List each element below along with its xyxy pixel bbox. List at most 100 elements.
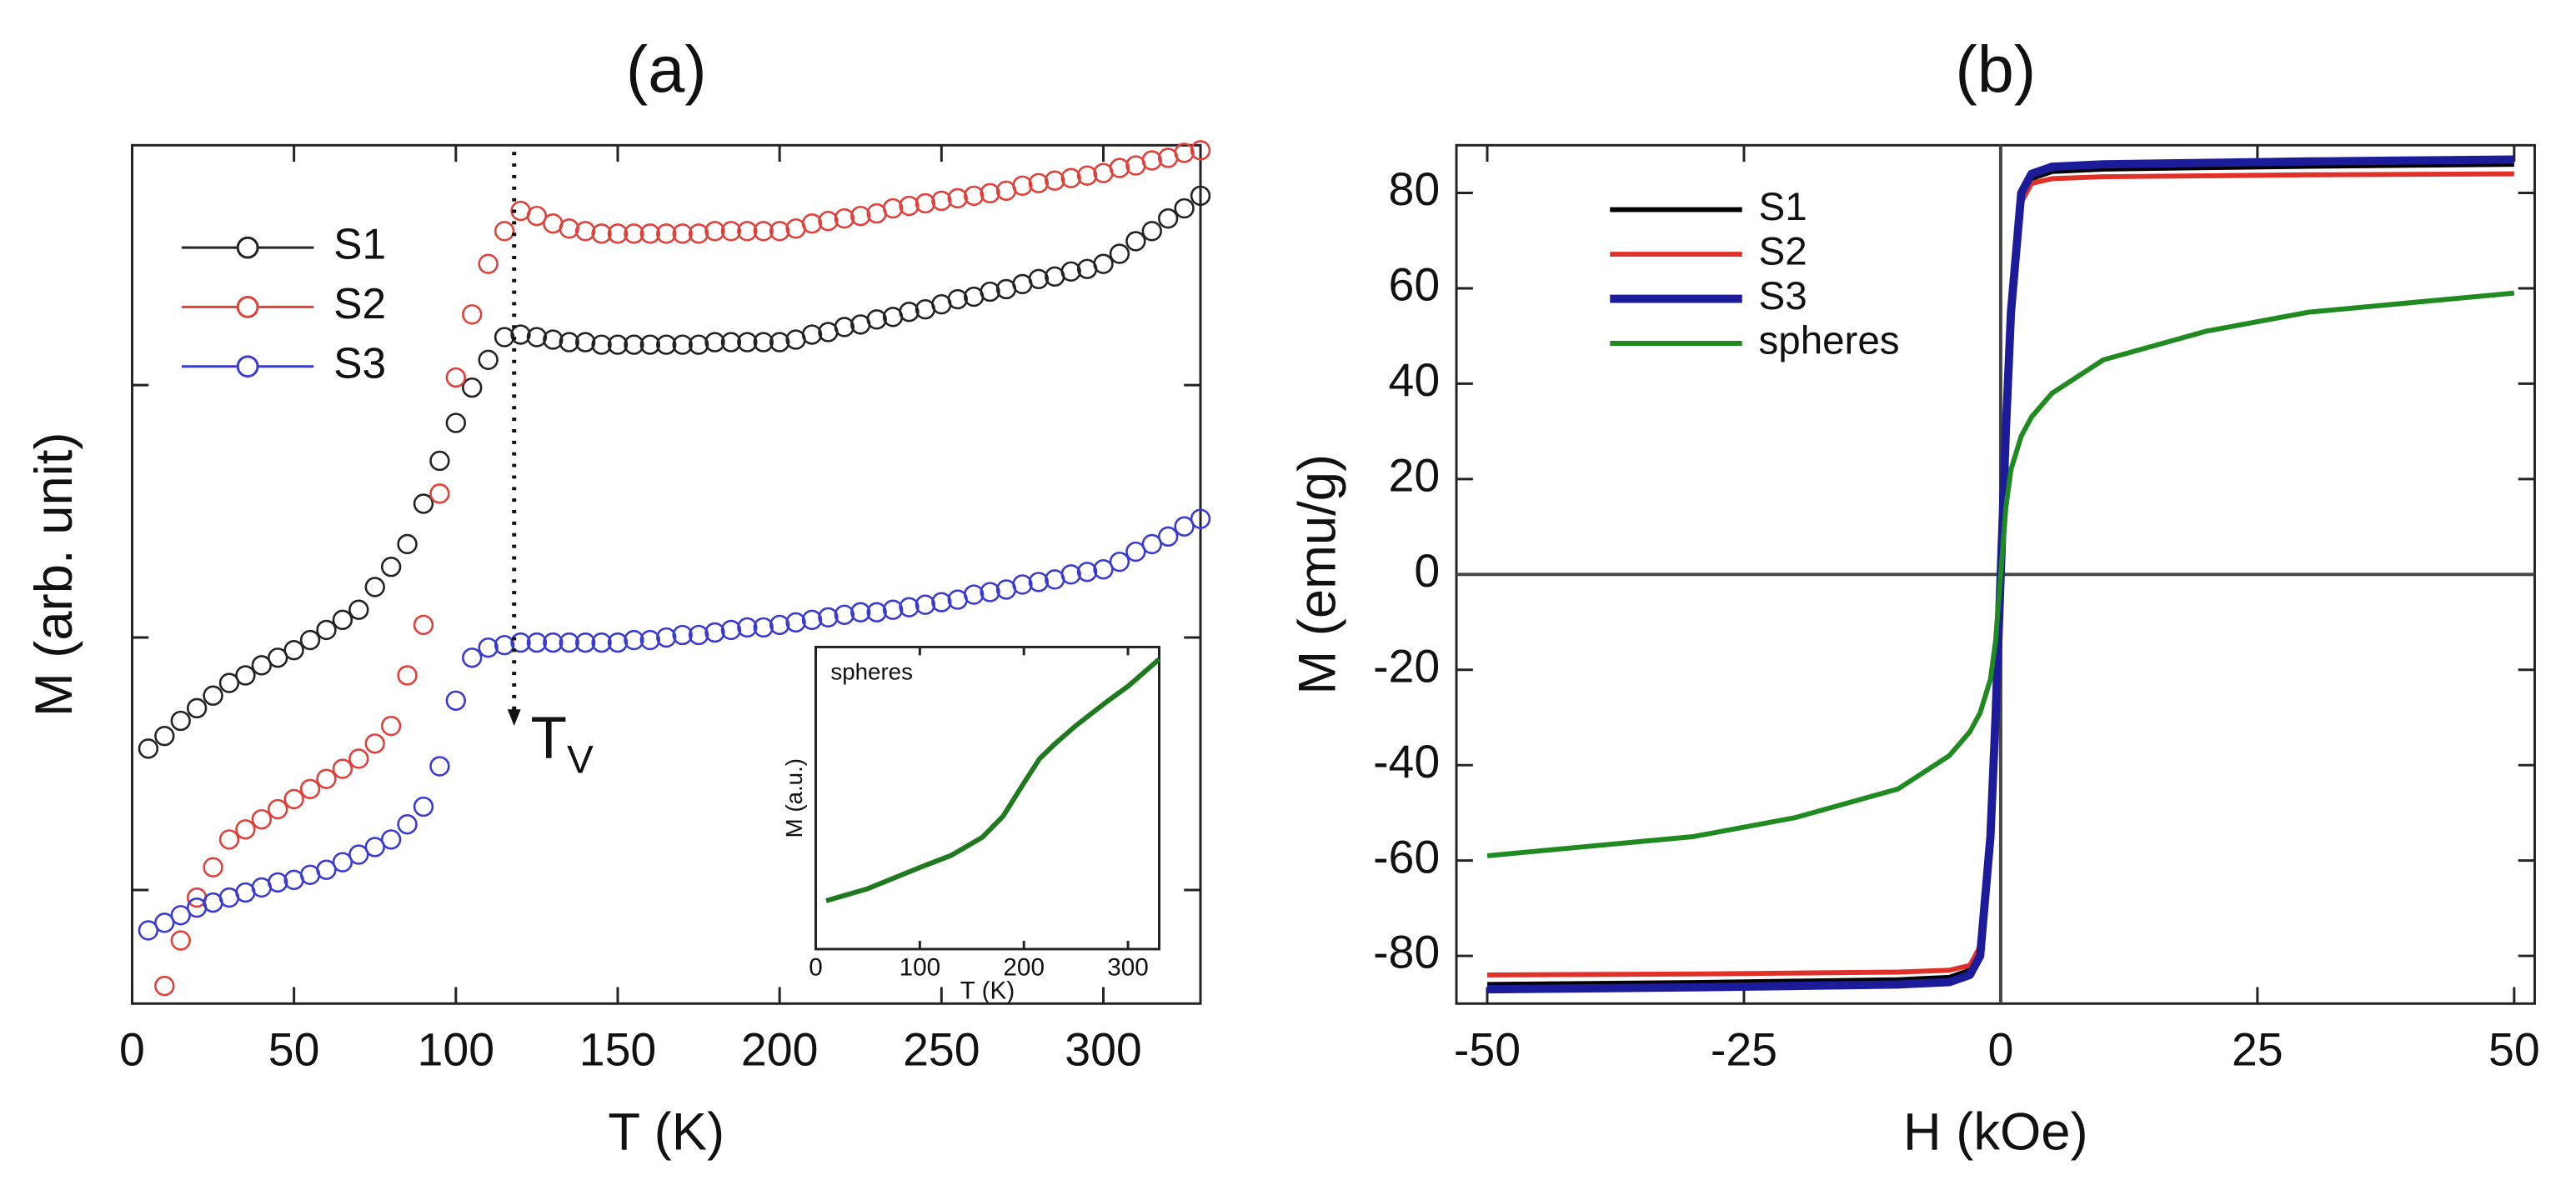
data-point: [1028, 172, 1050, 193]
data-point: [283, 639, 304, 661]
legend-marker: [236, 355, 259, 378]
annotation-symbol: T: [531, 705, 568, 772]
data-point: [478, 637, 499, 658]
data-point: [154, 975, 175, 997]
data-point: [316, 859, 337, 880]
data-point: [834, 208, 855, 229]
data-point: [186, 698, 208, 719]
data-point: [769, 332, 790, 352]
legend-label: S1: [333, 220, 386, 268]
data-point: [364, 733, 385, 754]
data-point: [737, 332, 758, 352]
data-point: [720, 332, 742, 352]
data-point: [348, 844, 369, 865]
data-point: [818, 607, 839, 628]
data-point: [445, 690, 467, 711]
data-point: [574, 221, 596, 242]
y-tick-label: 20: [1389, 450, 1441, 502]
data-point: [543, 632, 564, 653]
data-point: [607, 632, 629, 653]
data-point: [170, 930, 191, 951]
data-point: [364, 837, 385, 858]
data-point: [380, 557, 402, 578]
data-point: [737, 221, 758, 242]
data-point: [429, 450, 450, 472]
data-point: [720, 619, 742, 641]
data-point: [591, 632, 612, 653]
data-point: [607, 223, 629, 244]
data-point: [218, 672, 240, 693]
x-tick-label: 150: [579, 1023, 657, 1075]
x-tick-label: 50: [268, 1023, 320, 1075]
data-point: [1190, 185, 1211, 207]
annotation-text: TV: [531, 705, 594, 782]
data-point: [591, 223, 612, 244]
data-point: [203, 685, 223, 706]
data-point: [462, 304, 483, 325]
plot-frame: [814, 645, 1160, 951]
data-point: [639, 629, 661, 651]
data-point: [332, 609, 353, 631]
data-point: [218, 829, 240, 850]
x-tick-label: 0: [1987, 1023, 2013, 1075]
annotation-arrow: [507, 709, 521, 727]
data-point: [769, 614, 790, 636]
y-tick-label: -20: [1373, 640, 1440, 692]
data-point: [801, 213, 823, 234]
data-point: [688, 624, 709, 646]
data-point: [526, 327, 548, 348]
data-point: [656, 223, 677, 244]
data-point: [1012, 175, 1033, 196]
data-point: [574, 332, 596, 352]
legend-marker: [236, 236, 259, 259]
data-point: [769, 221, 790, 242]
data-point: [704, 622, 725, 643]
data-point: [559, 218, 579, 239]
data-point: [445, 412, 467, 433]
data-point: [1012, 574, 1033, 595]
data-point: [834, 604, 855, 625]
data-point: [850, 602, 871, 622]
data-point: [299, 778, 321, 799]
x-tick-label: 300: [1065, 1023, 1142, 1075]
inset-label: spheres: [830, 658, 913, 684]
data-point: [1158, 526, 1179, 548]
data-point: [1174, 198, 1195, 219]
x-axis-label: H (kOe): [1903, 1103, 2088, 1162]
y-axis-label: M (a.u.): [781, 758, 807, 838]
data-point: [510, 324, 531, 345]
data-point: [704, 332, 725, 352]
data-point: [170, 710, 191, 732]
data-point: [478, 349, 499, 370]
x-tick-label: 25: [2232, 1023, 2283, 1075]
y-tick-label: -80: [1373, 927, 1440, 978]
y-tick-label: 60: [1389, 259, 1441, 311]
data-point: [818, 211, 839, 232]
x-axis-label: T (K): [960, 977, 1015, 1004]
data-point: [445, 367, 467, 388]
data-point: [203, 857, 223, 878]
data-point: [429, 483, 450, 504]
data-point: [980, 182, 1000, 204]
data-point: [494, 634, 515, 656]
data-point: [1141, 150, 1162, 171]
data-point: [299, 629, 321, 651]
data-point: [882, 599, 904, 620]
data-point: [1190, 508, 1211, 529]
x-tick-label: 100: [900, 954, 941, 982]
data-point: [510, 632, 531, 653]
data-point: [591, 334, 612, 355]
data-point: [672, 223, 693, 244]
data-point: [866, 309, 887, 330]
data-point: [316, 768, 337, 789]
x-tick-label: 0: [119, 1023, 145, 1075]
data-point: [915, 192, 936, 214]
data-point: [332, 852, 353, 872]
data-line: [825, 657, 1161, 903]
data-point: [1158, 208, 1179, 229]
data-point: [526, 632, 548, 653]
data-point: [963, 584, 985, 605]
data-point: [1060, 168, 1081, 188]
data-point: [283, 788, 304, 810]
data-point: [624, 629, 644, 651]
